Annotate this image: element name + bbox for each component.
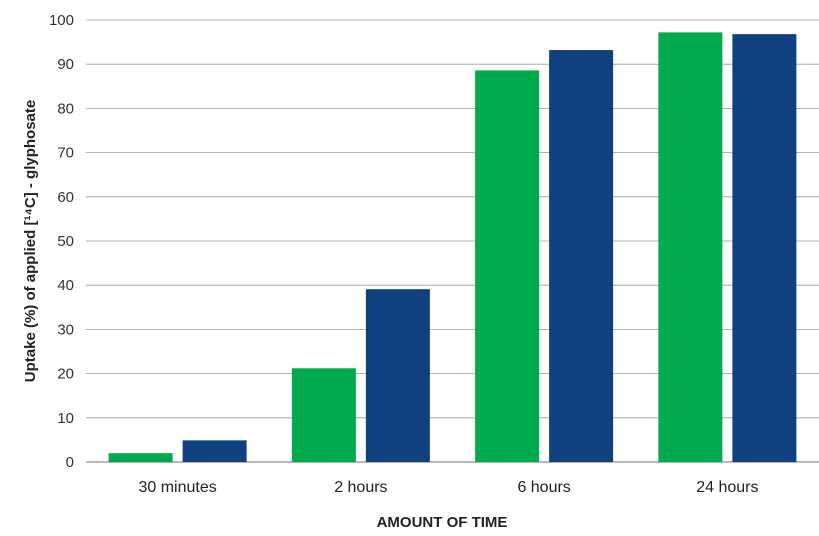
bar-series-1 [658,32,723,462]
y-tick-label: 20 [57,366,74,383]
bar-series-1 [291,368,356,462]
y-tick-label: 40 [57,277,74,294]
y-tick-label: 70 [57,145,74,162]
x-tick-label: 24 hours [696,479,758,496]
y-axis-title: Uptake (%) of applied [¹⁴C] - glyphosate [22,100,39,382]
bar-series-2 [732,34,797,462]
bar-series-2 [365,289,430,462]
y-tick-labels: 0 10 20 30 40 50 60 70 80 90 100 [49,12,74,471]
y-tick-label: 10 [57,410,74,427]
x-tick-label: 30 minutes [138,479,216,496]
bar-series-1 [475,70,540,462]
x-tick-label: 2 hours [334,479,387,496]
x-tick-labels: 30 minutes 2 hours 6 hours 24 hours [138,479,758,496]
y-tick-label: 50 [57,233,74,250]
bar-series-2 [182,440,247,462]
x-tick-label: 6 hours [517,479,570,496]
y-tick-label: 100 [49,12,74,29]
y-tick-label: 30 [57,321,74,338]
x-axis-title: AMOUNT OF TIME [377,514,508,531]
y-tick-label: 0 [66,454,74,471]
bar-series-1 [108,453,173,462]
y-tick-label: 60 [57,189,74,206]
y-tick-label: 90 [57,56,74,73]
bars [108,32,797,462]
bar-series-2 [549,50,614,462]
y-tick-label: 80 [57,100,74,117]
